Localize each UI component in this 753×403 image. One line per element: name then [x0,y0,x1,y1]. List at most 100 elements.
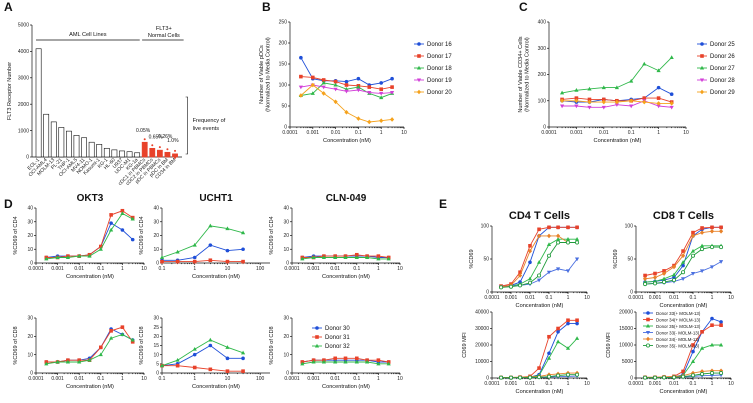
x-axis-label: Concentration (nM) [192,274,240,280]
y-tick-label: 10 [153,352,159,358]
x-tick-label: 0.01 [330,376,340,382]
legend-marker [699,89,705,95]
y-tick-label: 30 [283,219,289,225]
data-point [718,260,724,264]
x-tick-label: 0.1 [97,266,104,272]
data-point [77,253,82,258]
y-axis-label: %CD69 of CD4 [13,216,19,254]
legend-label: Donor 20 [427,90,452,96]
data-point [192,365,197,370]
panel-label-c: C [519,0,528,14]
data-point [225,356,230,361]
legend-marker [314,343,320,348]
data-point [99,345,103,350]
data-point [517,273,523,278]
data-point [547,253,552,258]
data-point [44,361,49,366]
x-tick-label: 0.001 [51,376,64,382]
legend-marker [700,54,704,58]
x-tick-label: 10 [225,376,231,382]
data-point [690,272,696,276]
legend-marker [417,54,421,58]
legend-label: Donor 31 [325,335,350,341]
plot-title: CD4 T Cells [509,210,570,222]
data-point [528,375,533,380]
y-tick-label: 1000 [18,128,29,134]
data-point [656,104,661,109]
data-point [656,85,661,90]
data-point [225,345,230,349]
data-point [333,87,338,92]
data-point [566,321,570,326]
data-point [710,316,714,321]
y-axis-label: %CD69 [613,249,619,268]
y-tick-label: 10000 [619,343,633,349]
x-tick-label: 0.0001 [282,130,298,136]
y-axis-label: %CD69 of CD4 [139,216,145,254]
data-point [333,79,338,84]
x-axis-label: Concentration (nM) [516,303,564,309]
data-point [499,285,504,290]
panel-label-a: A [4,0,13,14]
plot-title: UCHT1 [199,193,233,204]
data-point [709,373,715,378]
y-tick-label: 30 [27,316,33,322]
data-point [528,280,533,285]
data-point [710,225,714,230]
data-point [614,103,619,107]
y-tick-label: 0 [286,261,289,267]
bar [126,151,133,158]
data-point [390,76,394,81]
bar [103,147,110,158]
data-point [709,228,715,234]
y-tick-label: 30 [153,219,159,225]
data-point [379,81,384,85]
data-point [300,361,305,366]
data-point [575,225,579,230]
data-point [367,119,372,125]
data-point [680,260,686,264]
y-tick-label: 20 [283,233,289,239]
data-point [109,227,114,232]
data-point [160,259,164,264]
y-tick-label: 30000 [475,326,489,332]
y-tick-label: 100 [538,98,547,104]
legend-marker [645,323,651,328]
data-point [130,237,135,242]
data-point [643,282,648,287]
data-point [365,255,370,259]
data-point [321,359,327,364]
data-point [642,61,647,66]
percent-label: 0.26% [158,134,173,140]
legend-label: Donor 34(+ MOLM-13) [656,318,701,323]
data-point [559,90,565,95]
data-point [629,98,634,104]
data-point [547,334,551,339]
data-point [653,281,658,286]
data-point [367,85,372,89]
y-tick-label: 250 [279,20,288,26]
data-point [601,105,606,110]
data-point [672,278,677,283]
data-point [159,363,165,368]
data-point [299,74,303,79]
x-tick-label: 0.01 [525,381,535,387]
x-tick-label: 0.01 [599,130,609,136]
x-axis-label: Concentration (nM) [660,303,708,309]
data-point [208,223,213,228]
x-tick-label: 0.001 [505,381,518,387]
data-point [555,237,561,241]
data-point [556,240,561,245]
y-axis-label: %CD69 of CD8 [269,326,275,364]
y-tick-label: 50 [627,257,633,263]
data-point [527,248,533,254]
bar [73,135,80,158]
y-axis-label: (Normalized to Media Control) [266,37,272,112]
y-tick-label: 30 [283,316,289,322]
bar-dot [166,148,169,151]
data-point [710,323,714,327]
series-line [501,338,578,379]
data-point [356,76,361,81]
data-point [120,332,125,336]
